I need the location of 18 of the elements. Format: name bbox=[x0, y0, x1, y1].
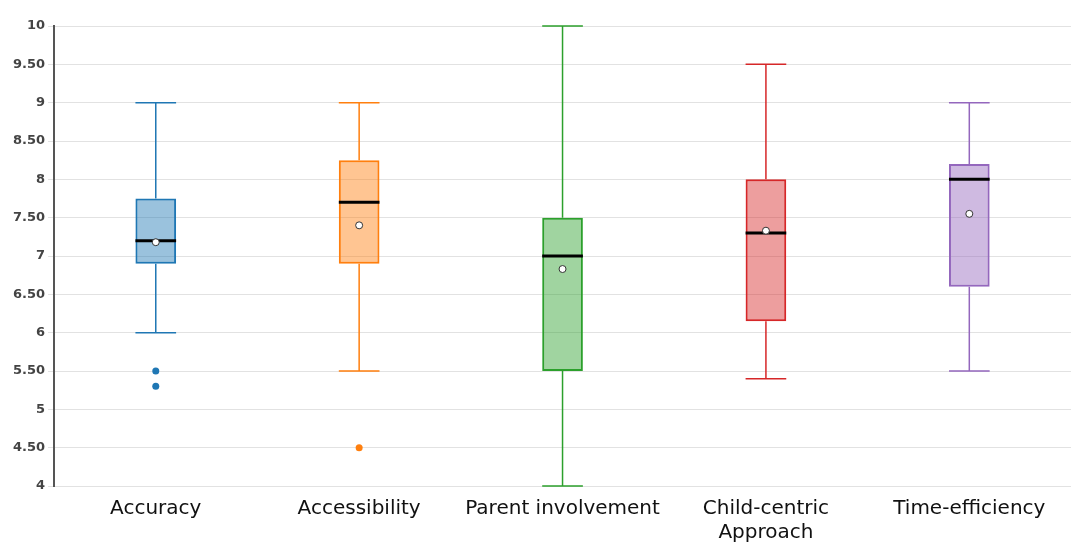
y-tick-label: 7 bbox=[36, 247, 46, 263]
y-tick-label: 4 bbox=[36, 477, 46, 493]
x-tick-label: Accuracy bbox=[110, 495, 202, 520]
y-tick-label: 10 bbox=[26, 17, 46, 33]
y-tick-label: 7.50 bbox=[13, 209, 46, 225]
y-tick-label: 9 bbox=[36, 94, 46, 110]
x-tick-label: Time-efficiency bbox=[892, 495, 1046, 520]
x-tick-label: Accessibility bbox=[297, 495, 421, 520]
y-tick-label: 4.50 bbox=[13, 439, 46, 455]
y-tick-label: 5 bbox=[36, 400, 46, 416]
y-tick-label: 6 bbox=[36, 324, 46, 340]
y-tick-label: 8.50 bbox=[13, 132, 46, 148]
x-tick-label: Child-centric Approach bbox=[702, 495, 830, 544]
y-tick-label: 8 bbox=[36, 170, 46, 186]
y-tick-label: 9.50 bbox=[13, 55, 46, 71]
x-tick-label: Parent involvement bbox=[465, 495, 661, 520]
y-tick-label: 6.50 bbox=[13, 285, 46, 301]
y-tick-label: 5.50 bbox=[13, 362, 46, 378]
